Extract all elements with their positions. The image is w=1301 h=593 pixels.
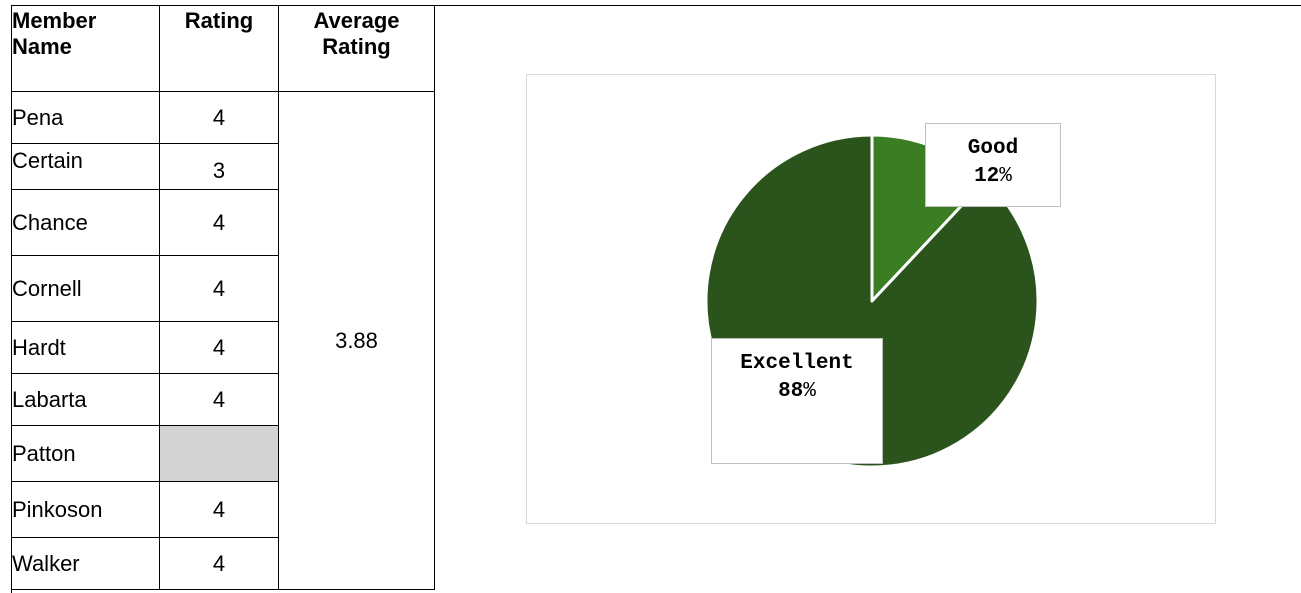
- table-header-row: Member Name Rating Average Rating: [11, 5, 435, 92]
- table-row: Walker 4: [11, 537, 435, 590]
- member-name-cell: Chance: [11, 189, 160, 256]
- ratings-table: Member Name Rating Average Rating Pena 4…: [11, 5, 435, 590]
- table-row: Cornell 4: [11, 255, 435, 322]
- pie-label-good: Good 12%: [925, 123, 1061, 207]
- table-row: Certain 3: [11, 143, 435, 190]
- pie-label-good-text: Good: [967, 137, 1019, 160]
- member-name-cell: Pinkoson: [11, 481, 160, 538]
- member-name-cell: Cornell: [11, 255, 160, 322]
- pie-label-excellent-percent: 88%: [778, 380, 816, 403]
- table-row: Labarta 4: [11, 373, 435, 426]
- table-row: Pena 4 3.88: [11, 91, 435, 590]
- member-name-cell: Hardt: [11, 321, 160, 374]
- average-rating-cell: 3.88: [278, 91, 435, 590]
- table-row: Patton: [11, 425, 435, 482]
- table-row: Chance 4: [11, 189, 435, 256]
- header-member-name: Member Name: [11, 5, 160, 92]
- rating-cell: 3: [159, 143, 279, 190]
- member-name-cell: Patton: [11, 425, 160, 482]
- pie-label-good-percent: 12%: [974, 165, 1012, 188]
- member-name-cell: Pena: [11, 91, 160, 144]
- pie-label-excellent: Excellent 88%: [711, 338, 883, 464]
- rating-cell: 4: [159, 321, 279, 374]
- rating-cell-empty: [159, 425, 279, 482]
- rating-cell: 4: [159, 373, 279, 426]
- rating-cell: 4: [159, 481, 279, 538]
- table-row: Pinkoson 4: [11, 481, 435, 538]
- member-name-cell: Certain: [11, 143, 160, 190]
- member-name-cell: Walker: [11, 537, 160, 590]
- pie-chart: Good 12% Excellent 88%: [526, 74, 1216, 524]
- rating-cell: 4: [159, 189, 279, 256]
- header-average-rating: Average Rating: [278, 5, 435, 92]
- member-name-cell: Labarta: [11, 373, 160, 426]
- rating-cell: 4: [159, 255, 279, 322]
- pie-label-excellent-text: Excellent: [740, 352, 854, 375]
- rating-cell: 4: [159, 537, 279, 590]
- header-rating: Rating: [159, 5, 279, 92]
- rating-cell: 4: [159, 91, 279, 144]
- table-row: Hardt 4: [11, 321, 435, 374]
- average-rating-value: 3.88: [335, 327, 378, 353]
